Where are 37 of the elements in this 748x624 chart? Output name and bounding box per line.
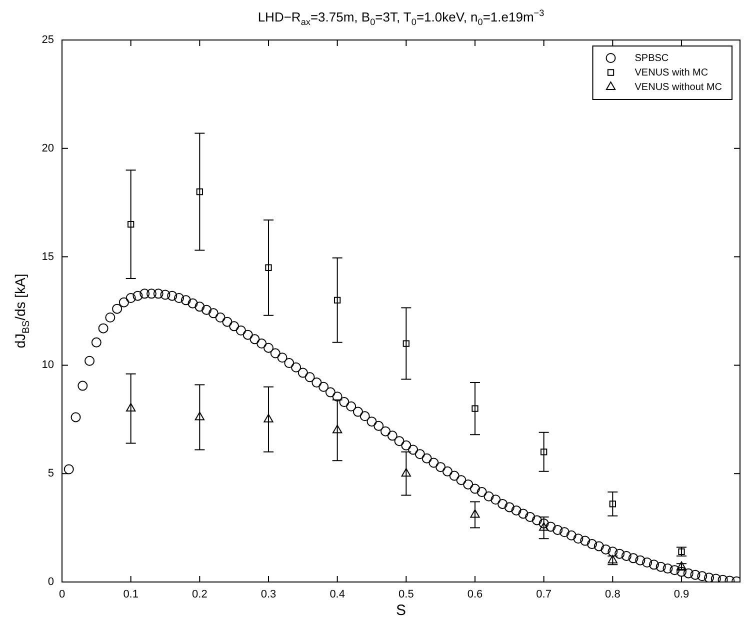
x-tick-label: 0.5 (398, 588, 414, 601)
legend-label: VENUS with MC (634, 67, 708, 78)
x-tick-label: 0 (58, 588, 66, 601)
point (401, 468, 411, 477)
chart-title: LHD−R$_{ax}$=3.75m, B$_{0}$=3T, T$_{0}$=1.0keV, n$_{0}$=1.e19m$^{−3}$ (258, 8, 544, 27)
legend-label: SPBSC (634, 52, 669, 64)
x-tick-label: 0.3 (260, 588, 276, 601)
point (194, 412, 204, 420)
point (470, 509, 480, 518)
legend-label: VENUS without MC (634, 82, 722, 93)
x-tick-label: 0.7 (536, 588, 552, 601)
x-tick-label: 0.8 (605, 588, 620, 601)
point (538, 522, 549, 531)
y-tick-label: 0 (48, 576, 54, 588)
point (264, 414, 274, 422)
point (609, 500, 616, 508)
point (332, 424, 342, 434)
y-tick-label: 15 (42, 250, 54, 263)
x-tick-label: 0.2 (192, 588, 208, 601)
x-tick-label: 0.6 (467, 588, 483, 601)
point (126, 403, 136, 412)
point (265, 264, 272, 271)
y-tick-label: 25 (42, 34, 54, 46)
point (402, 340, 410, 347)
point (540, 448, 548, 456)
x-tick-label: 0.9 (674, 588, 690, 601)
x-tick-label: 0.1 (123, 588, 138, 601)
y-tick-label: 10 (42, 359, 54, 372)
x-axis-title: S (394, 602, 407, 619)
point (196, 188, 203, 196)
y-tick-label: 20 (42, 142, 54, 154)
point (334, 296, 341, 304)
x-tick-label: 0.4 (330, 588, 345, 601)
point (676, 561, 686, 570)
point (128, 220, 134, 228)
point (472, 405, 478, 412)
y-tick-label: 5 (48, 468, 54, 480)
